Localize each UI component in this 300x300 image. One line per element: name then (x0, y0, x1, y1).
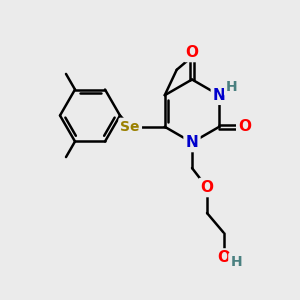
Text: N: N (186, 135, 198, 150)
Text: O: O (238, 119, 251, 134)
Text: H: H (226, 80, 238, 94)
Text: N: N (213, 88, 226, 103)
Text: Se: Se (121, 120, 140, 134)
Text: H: H (230, 255, 242, 268)
Text: O: O (217, 250, 230, 266)
Text: O: O (200, 180, 214, 195)
Text: O: O (185, 45, 199, 60)
